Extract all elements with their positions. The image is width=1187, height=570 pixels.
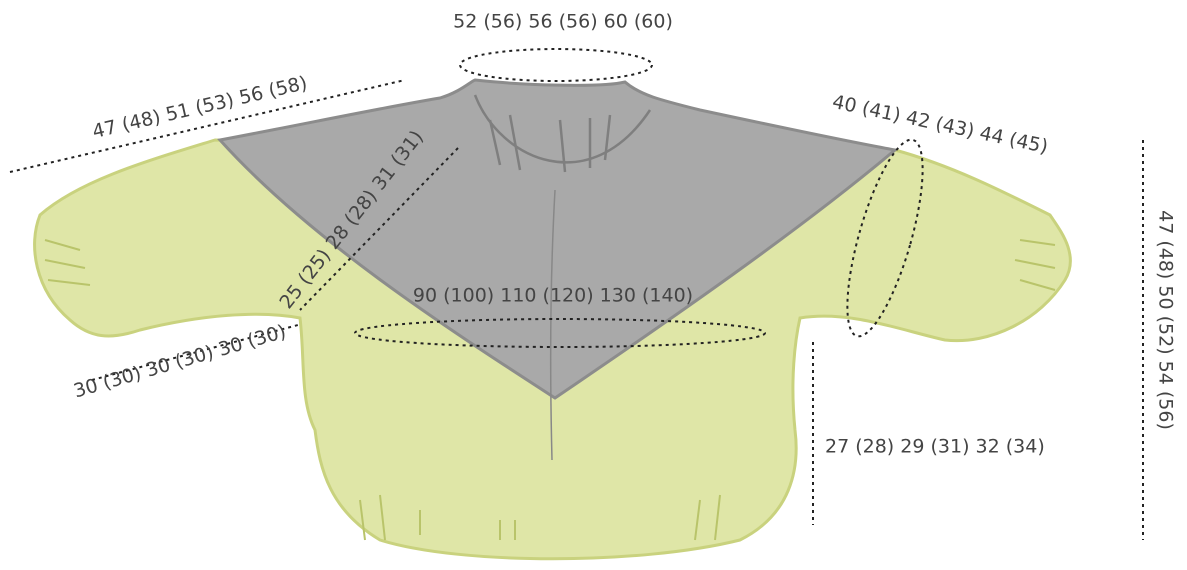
sweater — [33, 78, 1072, 561]
rib-folds — [44, 239, 1056, 541]
center-seam — [550, 189, 556, 461]
neck-edge — [473, 94, 652, 164]
yoke-line — [299, 147, 459, 311]
neck-ellipse — [459, 48, 653, 82]
yoke — [217, 78, 899, 400]
neck-folds — [488, 114, 612, 173]
chest-ellipse — [354, 318, 766, 348]
sleeve-length-line — [91, 324, 299, 381]
total-length-label: 47 (48) 50 (52) 54 (56) — [1155, 210, 1177, 430]
chest-label: 90 (100) 110 (120) 130 (140) — [413, 285, 693, 307]
shoulder-line — [9, 79, 406, 173]
body-length-label: 27 (28) 29 (31) 32 (34) — [825, 436, 1045, 458]
sleeve-ellipse — [846, 138, 924, 338]
measure-lines — [9, 48, 1144, 540]
neck-label: 52 (56) 56 (56) 60 (60) — [453, 11, 673, 33]
